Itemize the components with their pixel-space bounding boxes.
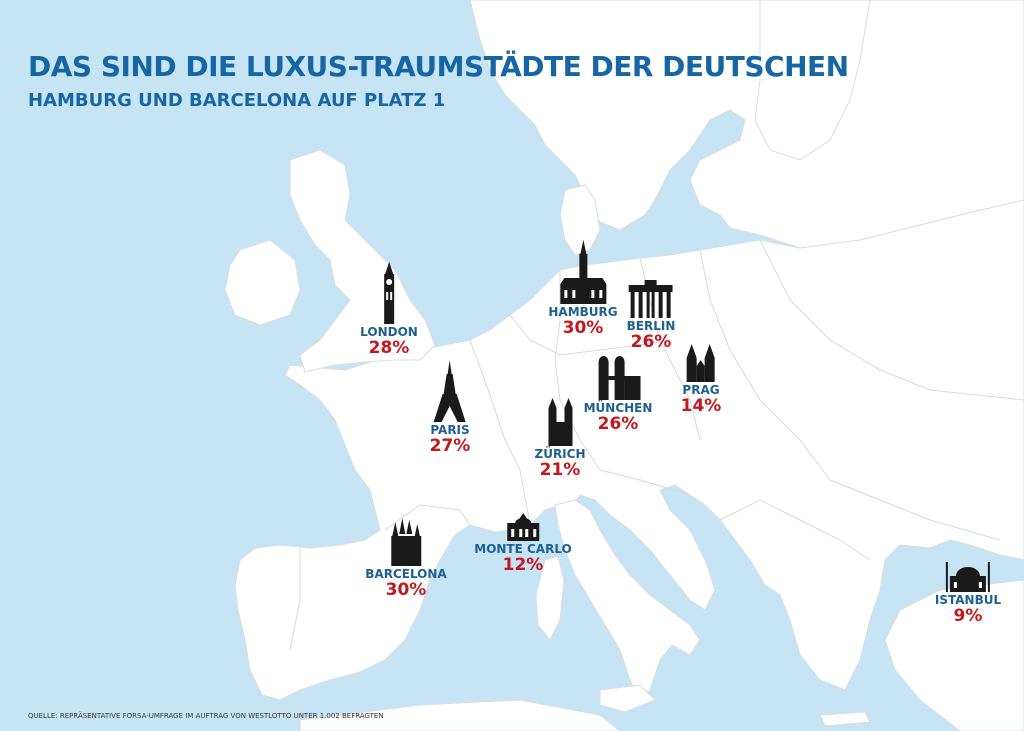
city-percent: 21%	[539, 460, 581, 480]
city-prag: PRAG 14%	[680, 344, 722, 416]
land-mainland	[234, 199, 1024, 701]
city-percent: 12%	[502, 555, 544, 575]
land-ireland	[224, 239, 301, 326]
hamburg-town-hall-icon	[559, 240, 606, 304]
city-zuerich: ZÜRICH 21%	[535, 398, 586, 479]
land-north-africa	[299, 699, 621, 731]
city-muenchen: MÜNCHEN 26%	[583, 356, 653, 434]
city-name: MONTE CARLO	[474, 542, 572, 556]
city-name: ISTANBUL	[934, 593, 1002, 607]
city-name: BERLIN	[626, 319, 676, 333]
monte-carlo-casino-icon	[507, 513, 539, 541]
mosque-icon	[945, 562, 990, 592]
city-monte-carlo: MONTE CARLO 12%	[474, 513, 572, 574]
city-name: PRAG	[682, 383, 720, 397]
city-name: BARCELONA	[365, 567, 447, 581]
eiffel-tower-icon	[433, 360, 466, 422]
city-percent: 26%	[597, 414, 639, 434]
city-percent: 14%	[680, 396, 722, 416]
city-london: LONDON 28%	[360, 262, 418, 357]
tyn-church-icon	[686, 344, 715, 382]
city-barcelona: BARCELONA 30%	[365, 518, 447, 600]
land-great-britain	[289, 149, 436, 373]
land-finland	[754, 0, 871, 161]
frauenkirche-icon	[598, 356, 641, 400]
city-name: PARIS	[430, 423, 470, 437]
city-hamburg: HAMBURG 30%	[548, 240, 618, 338]
city-percent: 28%	[368, 338, 410, 358]
city-paris: PARIS 27%	[429, 360, 471, 456]
city-berlin: BERLIN 26%	[626, 280, 676, 352]
grossmuenster-icon	[548, 398, 572, 446]
land-corsica-sardinia	[535, 555, 565, 641]
city-name: ZÜRICH	[534, 447, 586, 461]
source-note: QUELLE: REPRÄSENTATIVE FORSA-UMFRAGE IM …	[28, 712, 384, 720]
city-name: MÜNCHEN	[583, 401, 653, 415]
city-name: HAMBURG	[548, 305, 618, 319]
land-crete	[819, 711, 871, 727]
city-percent: 30%	[385, 580, 427, 600]
land-italy	[554, 499, 701, 701]
page-title: DAS SIND DIE LUXUS-TRAUMSTÄDTE DER DEUTS…	[28, 50, 849, 83]
city-percent: 27%	[429, 436, 471, 456]
city-istanbul: ISTANBUL 9%	[935, 560, 1001, 625]
brandenburg-gate-icon	[629, 280, 673, 318]
land-denmark	[559, 184, 601, 256]
city-percent: 9%	[953, 606, 983, 626]
page-subtitle: HAMBURG UND BARCELONA AUF PLATZ 1	[28, 90, 446, 111]
city-percent: 30%	[562, 318, 604, 338]
city-percent: 26%	[630, 332, 672, 352]
country-borders	[289, 239, 1024, 651]
big-ben-icon	[383, 262, 394, 324]
sagrada-familia-icon	[391, 518, 421, 566]
land-sicily	[599, 684, 656, 713]
city-name: LONDON	[360, 325, 418, 339]
